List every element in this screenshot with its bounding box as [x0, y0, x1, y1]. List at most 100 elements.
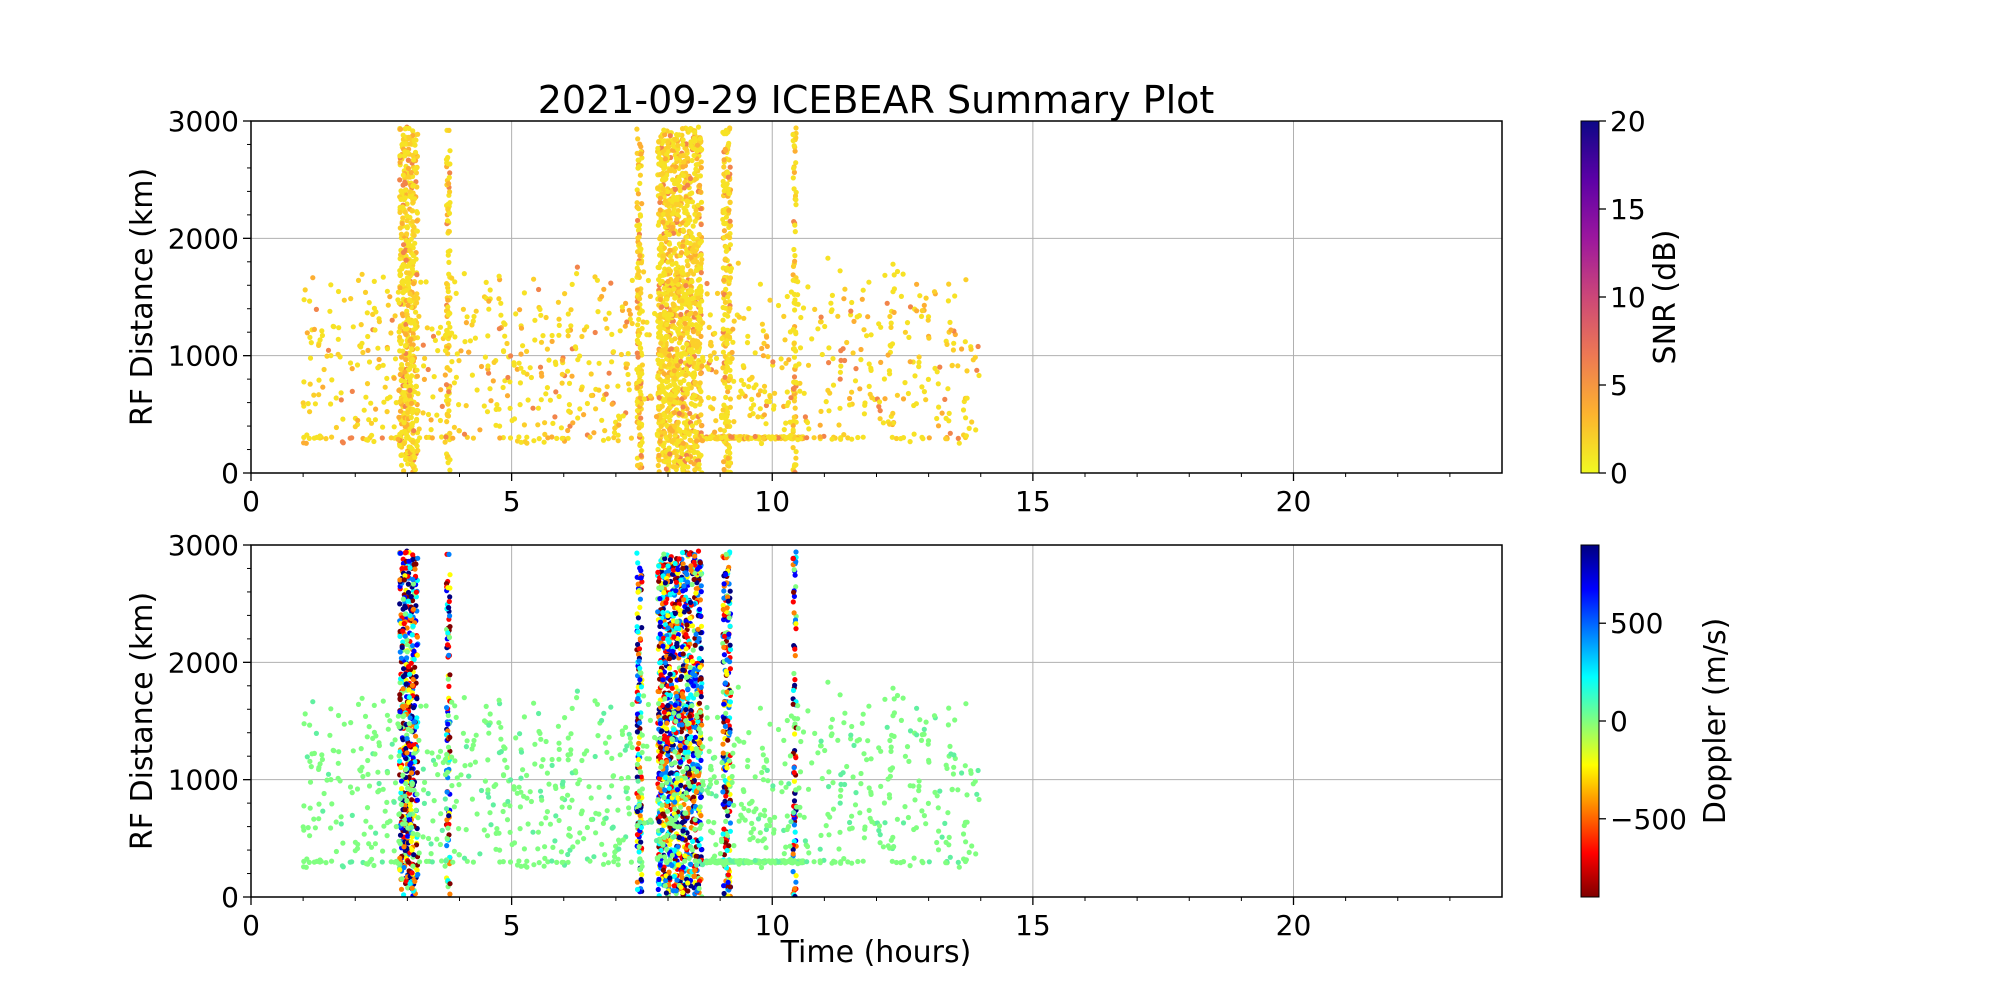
snr-point [705, 395, 712, 401]
snr-point [320, 384, 326, 390]
snr-point [669, 261, 675, 267]
snr-point [793, 331, 799, 337]
snr-point [669, 428, 675, 434]
snr-point [657, 207, 663, 213]
snr-point [408, 414, 414, 421]
snr-point [660, 186, 666, 192]
snr-point [724, 423, 730, 429]
doppler-point [408, 838, 414, 845]
snr-point [720, 349, 727, 355]
snr-point [707, 357, 714, 363]
snr-point [680, 137, 686, 143]
snr-point [684, 258, 690, 264]
snr-point [591, 430, 597, 436]
snr-point [943, 436, 949, 442]
doppler-point [447, 572, 453, 578]
snr-ylabel: RF Distance (km) [125, 168, 160, 426]
snr-point [414, 228, 420, 234]
snr-point [693, 207, 699, 213]
doppler-point [408, 760, 414, 766]
snr-point [720, 365, 726, 371]
snr-point [665, 144, 672, 150]
snr-point [319, 332, 325, 339]
snr-point [397, 285, 403, 291]
snr-point [547, 397, 554, 403]
doppler-point [697, 613, 704, 619]
doppler-point [412, 664, 418, 670]
snr-point [852, 378, 859, 384]
doppler-point [402, 573, 408, 579]
snr-point [644, 319, 650, 325]
doppler-point [446, 605, 452, 611]
snr-point [487, 386, 493, 392]
snr-point [678, 305, 685, 311]
doppler-point [635, 651, 642, 658]
snr-point [730, 339, 736, 345]
snr-point [406, 263, 412, 269]
snr-point [662, 430, 668, 436]
snr-point [657, 329, 663, 335]
snr-point [787, 419, 793, 425]
snr-point [521, 422, 528, 428]
snr-point [905, 390, 912, 397]
snr-point [447, 248, 453, 254]
snr-point [524, 434, 530, 440]
snr-point [385, 302, 391, 308]
snr-point [658, 235, 664, 241]
doppler-point [404, 649, 410, 655]
doppler-point [698, 583, 704, 589]
snr-point [842, 286, 848, 292]
snr-point [688, 230, 694, 236]
snr-point [456, 358, 462, 364]
snr-point [782, 337, 788, 343]
snr-point [844, 339, 850, 346]
snr-point [333, 424, 339, 431]
snr-point [430, 394, 436, 400]
snr-point [556, 393, 562, 400]
snr-point [366, 417, 372, 423]
snr-point [425, 411, 432, 418]
snr-point [692, 218, 698, 224]
snr-point [726, 334, 733, 340]
doppler-point [398, 550, 404, 556]
snr-point [575, 357, 581, 363]
doppler-point [671, 634, 677, 640]
snr-point [747, 412, 753, 419]
snr-point [662, 272, 668, 278]
snr-point [764, 343, 770, 349]
snr-point [657, 438, 663, 444]
snr-point [721, 459, 727, 465]
snr-point [412, 322, 418, 328]
doppler-point [411, 751, 417, 757]
snr-point [723, 127, 729, 133]
snr-point [446, 408, 452, 414]
doppler-point [402, 633, 408, 639]
snr-point [574, 264, 581, 270]
snr-point [416, 313, 422, 319]
snr-point [409, 258, 415, 264]
snr-point [790, 277, 796, 283]
snr-point [686, 431, 692, 437]
snr-point [823, 399, 829, 405]
doppler-point [446, 634, 453, 641]
snr-point [328, 353, 334, 359]
snr-point [671, 459, 677, 465]
snr-point [635, 332, 642, 339]
snr-point [710, 406, 716, 412]
snr-point [685, 271, 691, 277]
snr-point [797, 388, 803, 394]
snr-point [665, 212, 671, 218]
snr-point [868, 365, 874, 371]
snr-point [934, 415, 940, 422]
snr-point [683, 283, 689, 289]
snr-point [535, 405, 542, 411]
snr-point [423, 279, 429, 285]
snr-point [525, 397, 531, 403]
snr-point [698, 260, 704, 266]
snr-point [955, 435, 961, 441]
doppler-point [698, 684, 704, 690]
snr-point [662, 156, 669, 162]
snr-point [656, 395, 662, 401]
snr-point [690, 414, 696, 420]
snr-point [443, 382, 450, 388]
